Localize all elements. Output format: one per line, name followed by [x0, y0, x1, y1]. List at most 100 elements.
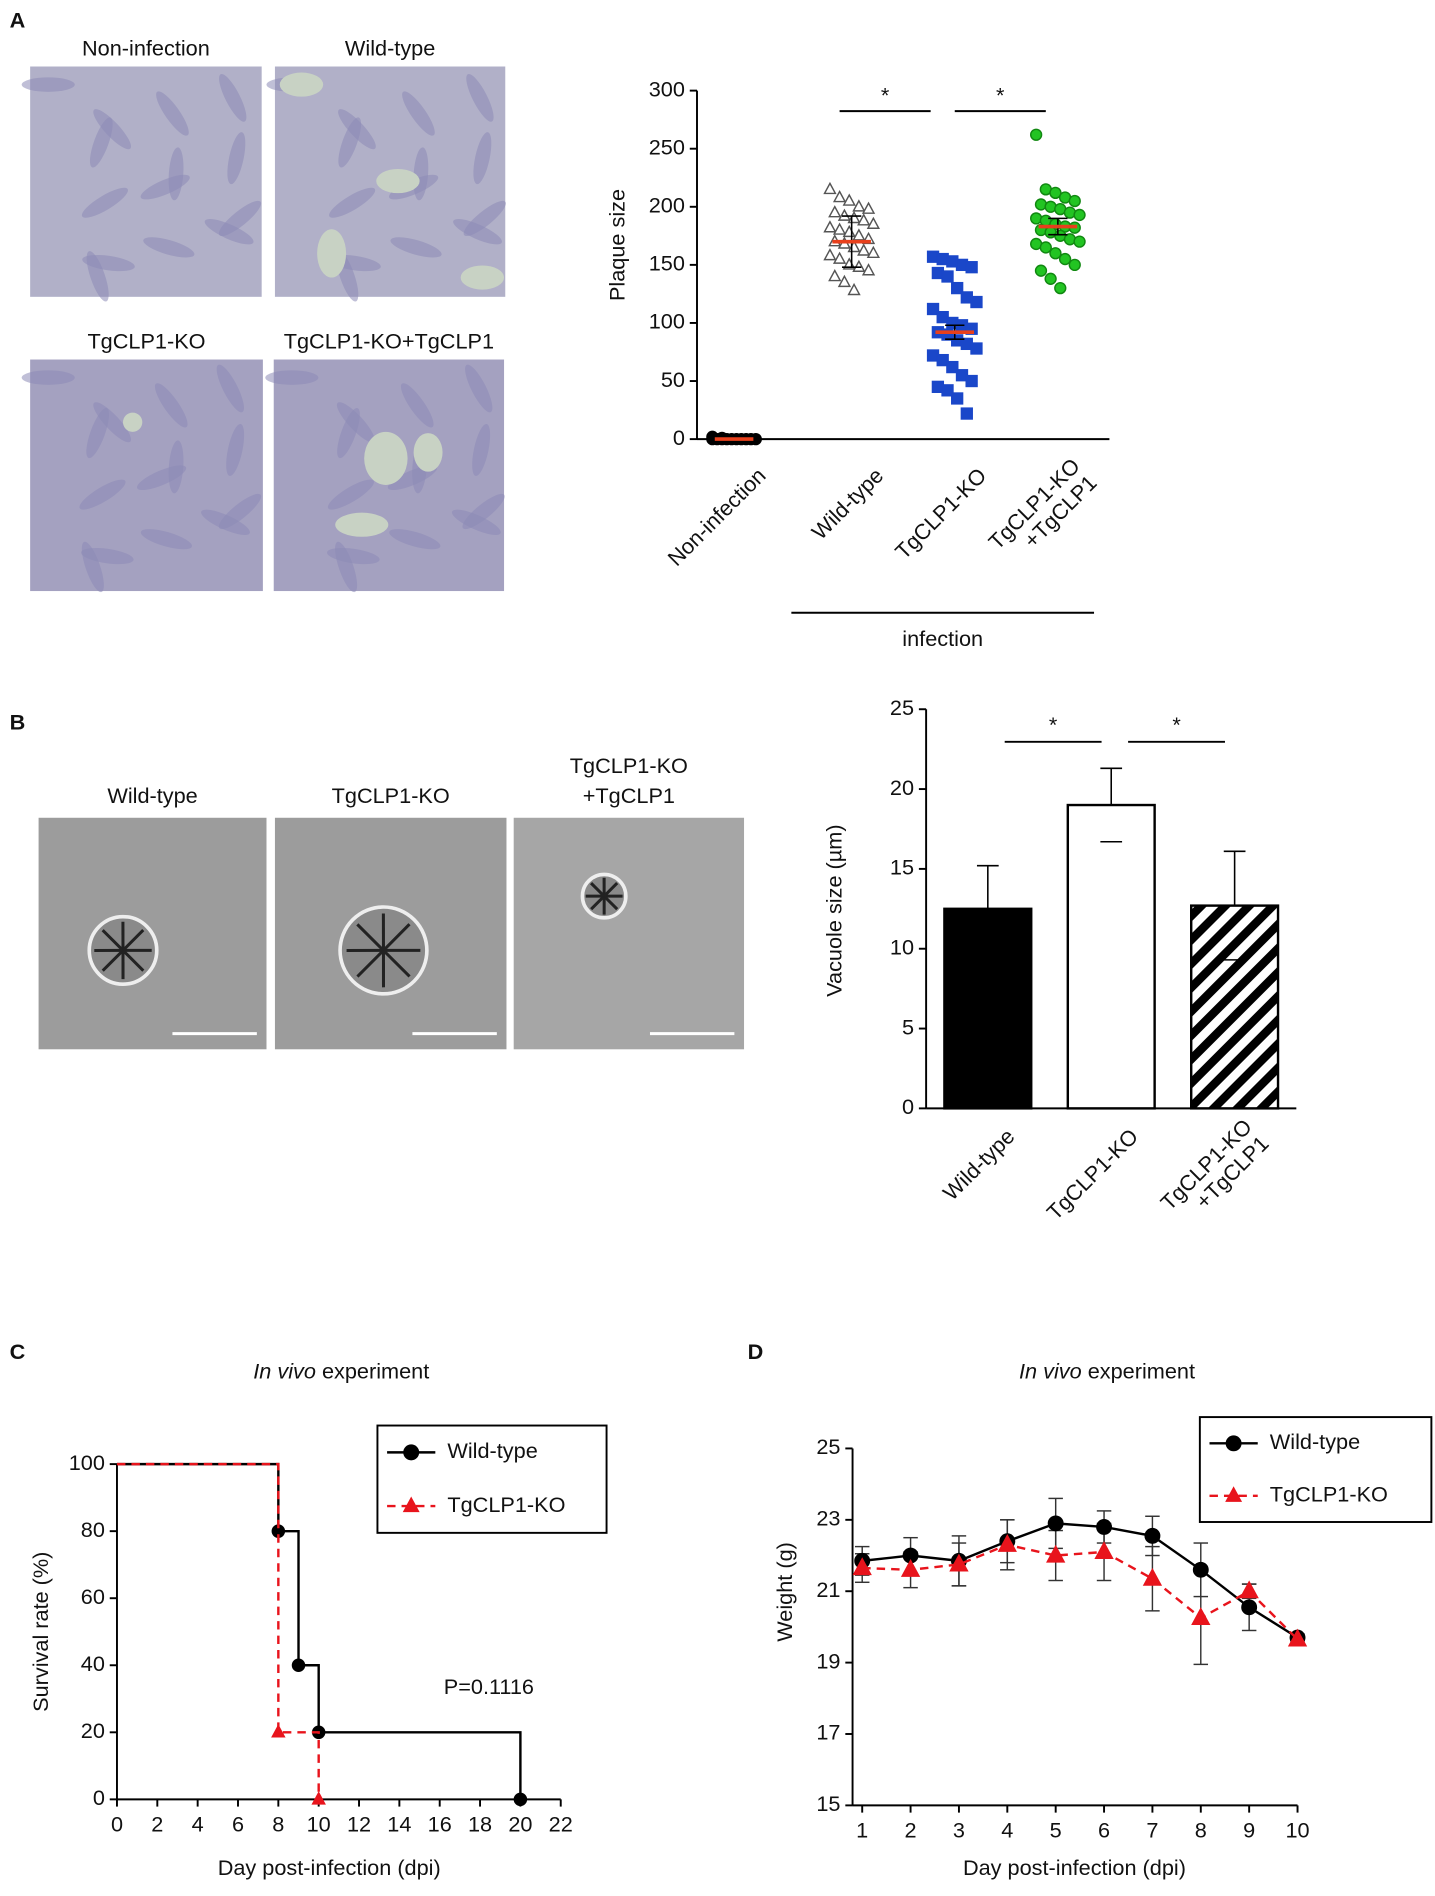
panel-label: D — [748, 1339, 764, 1364]
parasite — [356, 949, 385, 978]
micrograph-texture — [451, 509, 501, 535]
data-point — [926, 302, 940, 316]
data-point — [965, 322, 978, 335]
micrograph-texture — [335, 541, 358, 593]
micrograph-texture — [473, 132, 492, 185]
data-point — [1049, 247, 1062, 260]
data-point — [1068, 258, 1081, 272]
data-point — [311, 1791, 326, 1805]
legend-label: Wild-type — [1270, 1429, 1360, 1454]
data-point — [970, 295, 983, 309]
data-point — [832, 222, 847, 235]
x-tick-label: 16 — [428, 1812, 452, 1837]
data-point — [900, 1558, 921, 1577]
y-tick-label: 60 — [81, 1584, 105, 1609]
data-point — [823, 220, 837, 233]
y-tick-label: 0 — [673, 425, 685, 450]
x-tick-label: 22 — [549, 1812, 573, 1837]
micrograph-texture — [143, 237, 195, 258]
data-point — [951, 392, 964, 405]
y-tick-label: 20 — [81, 1718, 105, 1743]
micrograph — [30, 66, 262, 297]
title-text: experiment — [322, 1358, 429, 1383]
data-point — [1241, 1599, 1258, 1616]
micrograph-texture — [204, 219, 254, 245]
y-tick-label: 0 — [93, 1785, 105, 1810]
data-point — [852, 259, 866, 272]
parasite — [101, 949, 125, 972]
image-label: TgCLP1-KO+TgCLP1 — [284, 328, 494, 353]
plaque — [317, 229, 347, 278]
y-tick-label: 17 — [816, 1720, 840, 1745]
micrograph-texture — [227, 132, 246, 185]
x-tick-label: 14 — [387, 1812, 411, 1837]
significance-label: * — [881, 82, 890, 107]
data-point — [1096, 1519, 1113, 1535]
micrograph-texture — [86, 251, 109, 302]
data-point — [941, 270, 954, 283]
significance-label: * — [1172, 712, 1181, 737]
data-point — [1034, 264, 1048, 277]
micrograph-texture — [453, 219, 502, 245]
image-label: +TgCLP1 — [583, 783, 675, 808]
x-tick-label: 8 — [272, 1812, 284, 1837]
y-axis-label: Survival rate (%) — [28, 1552, 53, 1712]
bar — [1066, 803, 1156, 1110]
micrograph-texture — [327, 479, 374, 510]
plaque — [335, 512, 389, 537]
micrograph-texture — [81, 187, 128, 218]
data-point — [852, 1557, 872, 1576]
data-point — [970, 342, 983, 355]
data-point — [866, 216, 881, 230]
data-point — [828, 268, 842, 282]
legend-marker — [403, 1444, 420, 1461]
data-point — [1191, 1607, 1211, 1626]
legend — [1198, 1416, 1433, 1523]
title-text: experiment — [1088, 1358, 1195, 1383]
y-tick-label: 200 — [649, 193, 685, 218]
micrograph-texture — [389, 529, 441, 550]
micrograph-texture — [201, 509, 250, 535]
micrograph-texture — [465, 364, 493, 413]
plaque — [279, 72, 324, 97]
y-tick-label: 100 — [69, 1450, 105, 1475]
data-point — [832, 190, 847, 203]
chart-title: In vivo experiment — [1019, 1358, 1195, 1383]
micrograph-texture — [219, 73, 247, 122]
y-tick-label: 40 — [81, 1651, 105, 1676]
micrograph — [513, 817, 745, 1050]
y-tick-label: 250 — [649, 134, 685, 159]
x-tick-label: 5 — [1050, 1818, 1062, 1843]
bar — [943, 907, 1033, 1110]
data-point — [965, 374, 978, 388]
data-point — [1054, 281, 1067, 295]
legend-marker — [1225, 1435, 1242, 1452]
data-point — [847, 282, 861, 296]
data-point — [857, 213, 871, 226]
data-point — [271, 1724, 286, 1738]
data-point — [1049, 186, 1062, 199]
micrograph-texture — [21, 77, 75, 92]
parasite — [121, 928, 145, 952]
data-point — [861, 201, 876, 214]
data-point — [1073, 208, 1086, 222]
legend-label: Wild-type — [447, 1438, 537, 1463]
y-tick-label: 25 — [890, 695, 914, 720]
x-tick-label: 18 — [468, 1812, 492, 1837]
x-tick-label: 10 — [307, 1812, 331, 1837]
image-label: Non-infection — [82, 35, 210, 60]
y-tick-label: 25 — [816, 1434, 840, 1459]
micrograph-texture — [137, 465, 187, 491]
x-tick-label: 2 — [905, 1818, 917, 1843]
significance-label: * — [1049, 712, 1058, 737]
data-point — [946, 360, 959, 374]
data-point — [1068, 194, 1081, 208]
survival-line — [116, 1462, 320, 1800]
y-tick-label: 300 — [649, 76, 685, 101]
data-point — [837, 274, 852, 288]
legend-label: TgCLP1-KO — [447, 1492, 565, 1517]
plaque — [376, 169, 420, 194]
chart-title: In vivo experiment — [253, 1358, 429, 1383]
